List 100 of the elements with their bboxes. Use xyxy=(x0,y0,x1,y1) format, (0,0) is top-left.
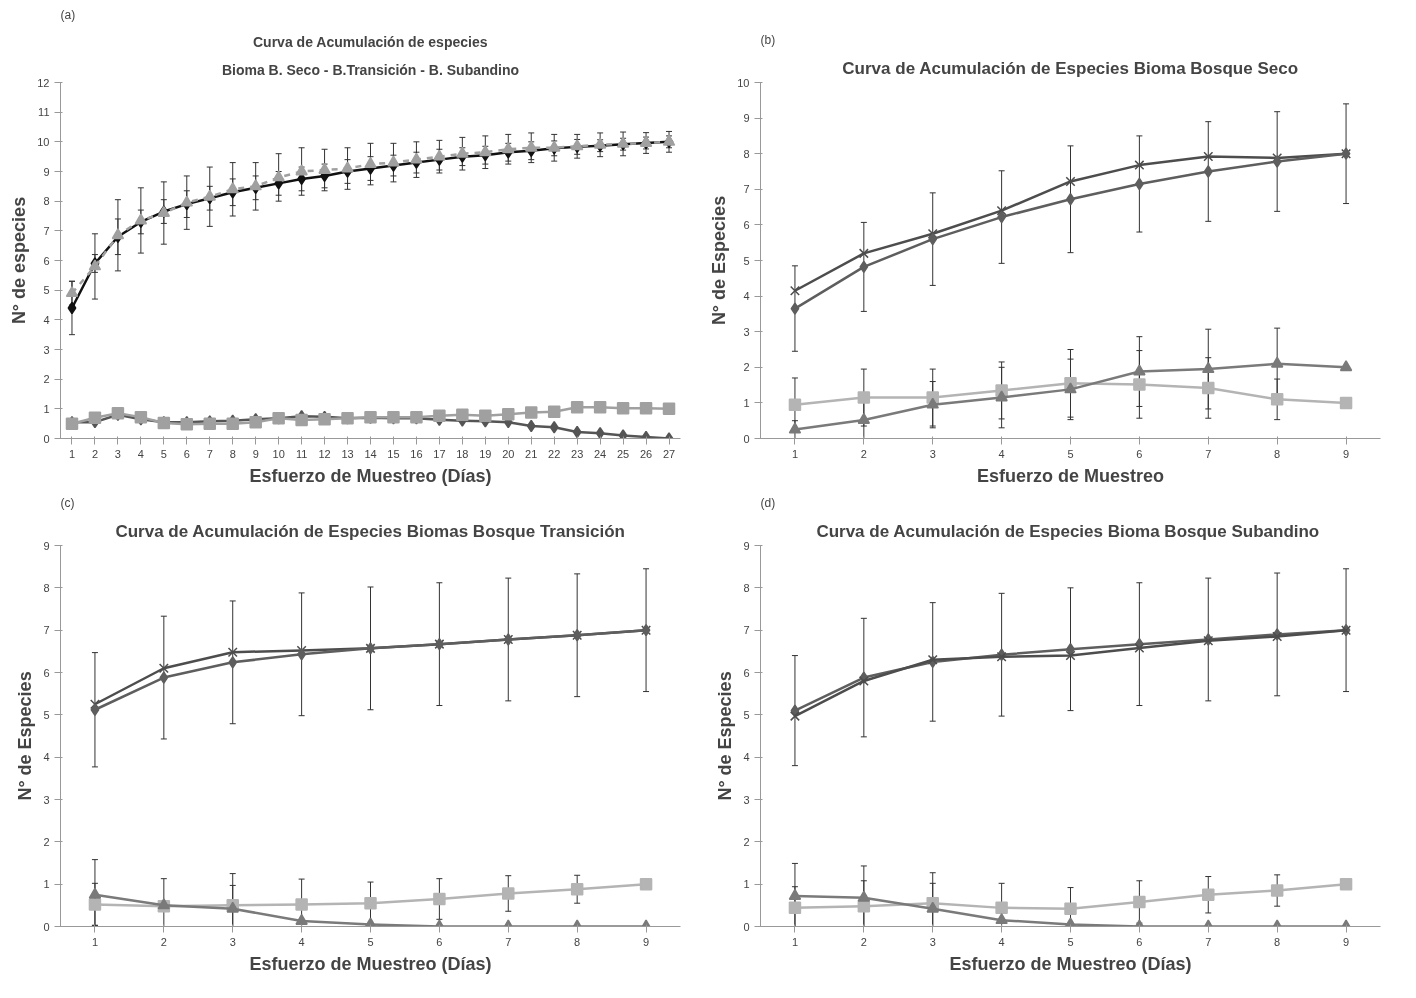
x-axis-title: Esfuerzo de Muestreo (Días) xyxy=(949,953,1192,974)
x-tick-label: 1 xyxy=(791,935,799,948)
y-axis-title: N° de Especies xyxy=(15,671,36,801)
y-tick-label: 5 xyxy=(743,708,750,721)
y-tick-label: 7 xyxy=(743,624,750,637)
chart-title: Curva de Acumulación de Especies Biomas Bosque Transición xyxy=(115,521,625,541)
x-tick-label: 8 xyxy=(1274,935,1281,948)
x-tick-label: 10 xyxy=(272,447,285,460)
y-tick-label: 0 xyxy=(43,432,50,445)
y-tick-label: 4 xyxy=(43,751,50,764)
x-tick-label: 14 xyxy=(364,447,377,460)
x-tick-label: 5 xyxy=(160,447,167,460)
y-tick-label: 4 xyxy=(743,290,750,303)
x-tick-label: 9 xyxy=(252,447,259,460)
x-tick-label: 4 xyxy=(998,447,1005,460)
y-tick-label: 8 xyxy=(743,147,750,160)
y-axis-title: N° de Especies xyxy=(715,671,736,801)
y-tick-label: 8 xyxy=(743,581,750,594)
y-tick-label: 1 xyxy=(43,402,50,415)
x-tick-label: 9 xyxy=(643,935,650,948)
x-tick-label: 2 xyxy=(860,935,867,948)
y-tick-label: 2 xyxy=(43,373,50,386)
x-tick-label: 11 xyxy=(295,447,308,460)
x-tick-label: 9 xyxy=(1343,935,1350,948)
chart-title: Curva de Acumulación de especies xyxy=(253,33,488,50)
x-tick-label: 15 xyxy=(387,447,400,460)
x-tick-label: 20 xyxy=(502,447,515,460)
y-tick-label: 3 xyxy=(43,343,50,356)
chart-title: Curva de Acumulación de Especies Bioma Bosque Seco xyxy=(842,58,1299,78)
chart-title: Curva de Acumulación de Especies Bioma Bosque Subandino xyxy=(816,521,1320,541)
x-tick-label: 6 xyxy=(1136,447,1143,460)
y-tick-label: 5 xyxy=(43,284,50,297)
x-tick-label: 21 xyxy=(525,447,538,460)
text: (b) xyxy=(760,32,776,47)
y-tick-label: 3 xyxy=(43,793,50,806)
y-tick-label: 12 xyxy=(37,76,50,89)
x-tick-label: 8 xyxy=(229,447,236,460)
y-tick-label: 1 xyxy=(743,396,750,409)
x-tick-label: 2 xyxy=(91,447,99,460)
y-tick-label: 9 xyxy=(743,539,750,552)
y-tick-label: 11 xyxy=(38,106,50,119)
y-tick-label: 6 xyxy=(743,218,750,231)
y-tick-label: 8 xyxy=(43,195,50,208)
text: (c) xyxy=(60,495,75,510)
x-tick-label: 1 xyxy=(791,447,799,460)
y-tick-label: 1 xyxy=(43,878,50,891)
y-tick-label: 6 xyxy=(43,666,50,679)
y-tick-label: 3 xyxy=(743,325,750,338)
x-tick-label: 3 xyxy=(929,935,936,948)
x-tick-label: 18 xyxy=(456,447,469,460)
text: (d) xyxy=(760,495,776,510)
y-tick-label: 7 xyxy=(43,224,50,237)
x-tick-label: 5 xyxy=(1067,935,1074,948)
x-tick-label: 6 xyxy=(183,447,190,460)
x-tick-label: 22 xyxy=(548,447,561,460)
x-tick-label: 4 xyxy=(998,935,1005,948)
x-axis-title: Esfuerzo de Muestreo (Días) xyxy=(249,953,492,974)
x-tick-label: 3 xyxy=(929,447,936,460)
x-tick-label: 6 xyxy=(436,935,443,948)
y-tick-label: 3 xyxy=(743,793,750,806)
x-tick-label: 9 xyxy=(1343,447,1350,460)
y-tick-label: 0 xyxy=(43,920,50,933)
y-tick-label: 9 xyxy=(43,539,50,552)
x-tick-label: 2 xyxy=(860,447,867,460)
x-tick-label: 6 xyxy=(1136,935,1143,948)
x-tick-label: 1 xyxy=(91,935,99,948)
y-tick-label: 10 xyxy=(37,135,50,148)
y-tick-label: 7 xyxy=(43,624,50,637)
x-tick-label: 25 xyxy=(616,447,630,460)
y-axis-title: N° de especies xyxy=(9,196,30,325)
x-tick-label: 7 xyxy=(1205,935,1212,948)
y-tick-label: 0 xyxy=(743,920,750,933)
y-tick-label: 5 xyxy=(743,254,750,267)
y-tick-label: 2 xyxy=(743,835,750,848)
x-tick-label: 23 xyxy=(571,447,584,460)
x-tick-label: 2 xyxy=(160,935,167,948)
y-tick-label: 10 xyxy=(737,76,750,89)
x-tick-label: 19 xyxy=(479,447,492,460)
x-tick-label: 8 xyxy=(1274,447,1281,460)
x-tick-label: 5 xyxy=(1067,447,1074,460)
x-tick-label: 27 xyxy=(662,447,676,460)
y-tick-label: 0 xyxy=(743,432,750,445)
y-tick-label: 9 xyxy=(43,165,50,178)
x-tick-label: 7 xyxy=(505,935,512,948)
x-tick-label: 5 xyxy=(367,935,374,948)
x-tick-label: 24 xyxy=(594,447,607,460)
x-tick-label: 7 xyxy=(1205,447,1212,460)
x-tick-label: 7 xyxy=(206,447,213,460)
y-tick-label: 8 xyxy=(43,581,50,594)
x-tick-label: 3 xyxy=(114,447,121,460)
y-tick-label: 4 xyxy=(743,751,750,764)
y-tick-label: 2 xyxy=(743,361,750,374)
x-tick-label: 3 xyxy=(229,935,236,948)
x-tick-label: 12 xyxy=(318,447,331,460)
x-axis-title: Esfuerzo de Muestreo xyxy=(976,465,1165,486)
chart-subtitle: Bioma B. Seco - B.Transición - B. Subandino xyxy=(221,61,520,78)
x-tick-label: 8 xyxy=(574,935,581,948)
y-axis-title: N° de Especies xyxy=(709,195,730,326)
x-tick-label: 16 xyxy=(410,447,423,460)
y-tick-label: 2 xyxy=(43,835,50,848)
